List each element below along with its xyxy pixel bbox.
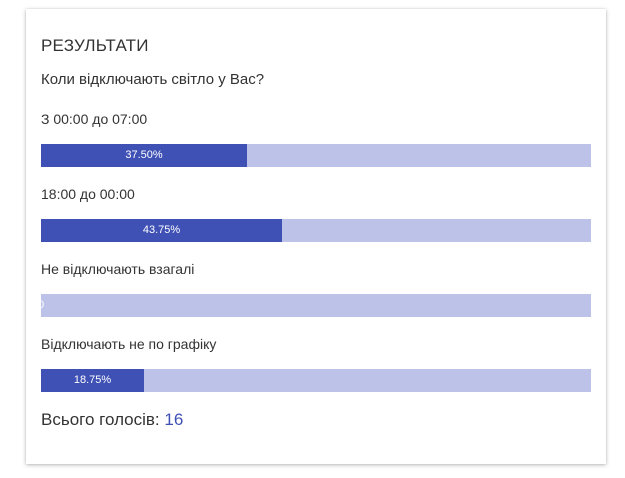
option-bar-4: 18.75% xyxy=(41,369,591,392)
option-bar-3: 0 xyxy=(38,294,591,317)
total-votes: Всього голосів: 16 xyxy=(41,409,183,431)
option-bar-1: 37.50% xyxy=(41,144,591,167)
poll-results-card: РЕЗУЛЬТАТИ Коли відключають світло у Вас… xyxy=(26,9,606,464)
results-title: РЕЗУЛЬТАТИ xyxy=(41,36,149,55)
option-bar-fill-4 xyxy=(41,369,144,392)
option-bar-fill-2 xyxy=(41,219,282,242)
total-votes-label: Всього голосів: xyxy=(41,410,160,429)
option-label-1: З 00:00 до 07:00 xyxy=(41,111,148,127)
option-percent-1: 37.50% xyxy=(125,149,163,161)
option-bar-2: 43.75% xyxy=(41,219,591,242)
option-percent-3: 0 xyxy=(38,299,45,311)
option-percent-4: 18.75% xyxy=(73,374,112,386)
poll-question: Коли відключають світло у Вас? xyxy=(41,71,265,88)
option-bar-fill-1 xyxy=(41,144,247,167)
option-label-3: Не відключають взагалі xyxy=(41,261,195,277)
option-label-2: 18:00 до 00:00 xyxy=(41,186,135,202)
total-votes-count: 16 xyxy=(164,410,184,429)
option-percent-2: 43.75% xyxy=(142,224,181,236)
option-label-4: Відключають не по графіку xyxy=(41,336,217,352)
